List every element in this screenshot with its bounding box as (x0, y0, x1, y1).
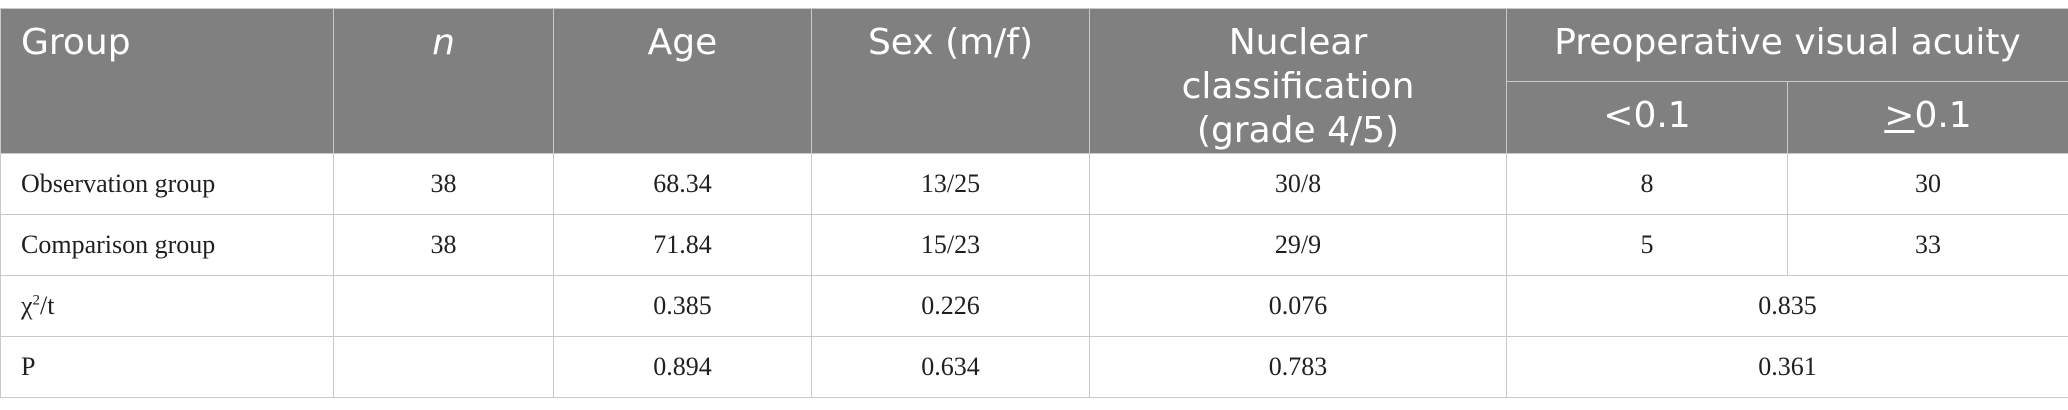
stat-chi-tail: /t (40, 291, 55, 320)
header-nuclear-line2: (grade 4/5) (1196, 110, 1400, 151)
stat-label-p: P (0, 336, 334, 398)
stat-chi-base: χ (21, 291, 33, 320)
header-va-low: <0.1 (1506, 80, 1788, 154)
row-va-high: 33 (1787, 214, 2068, 276)
row-va-high: 30 (1787, 153, 2068, 215)
table-header: Group n Age Sex (m/f) Nuclear classifica… (0, 8, 2068, 154)
stat-nuclear: 0.076 (1089, 275, 1507, 337)
header-sex: Sex (m/f) (811, 8, 1090, 154)
header-nuclear-line1: Nuclear classification (1181, 22, 1415, 107)
row-n: 38 (333, 214, 554, 276)
row-age: 68.34 (553, 153, 812, 215)
row-va-low: 5 (1506, 214, 1788, 276)
stat-sex: 0.634 (811, 336, 1090, 398)
stat-age: 0.385 (553, 275, 812, 337)
header-group: Group (0, 8, 334, 154)
stat-sex: 0.226 (811, 275, 1090, 337)
data-table-container: Group n Age Sex (m/f) Nuclear classifica… (0, 8, 2068, 398)
header-n: n (333, 8, 554, 154)
stat-chi-sup: 2 (32, 292, 41, 309)
row-group-label: Comparison group (0, 214, 334, 276)
row-nuclear: 29/9 (1089, 214, 1507, 276)
stat-visual-acuity: 0.361 (1506, 336, 2068, 398)
header-nuclear-classification: Nuclear classification (grade 4/5) (1089, 8, 1507, 154)
stat-visual-acuity: 0.835 (1506, 275, 2068, 337)
baseline-characteristics-table: Group n Age Sex (m/f) Nuclear classifica… (0, 8, 2068, 398)
stat-nuclear: 0.783 (1089, 336, 1507, 398)
table-row-observation: Observation group 38 68.34 13/25 30/8 8 … (0, 153, 2068, 215)
row-sex: 13/25 (811, 153, 1090, 215)
row-group-label: Observation group (0, 153, 334, 215)
table-row-chi-square: χ2/t 0.385 0.226 0.076 0.835 (0, 275, 2068, 337)
header-va-high-value: 0.1 (1914, 94, 1972, 136)
row-age: 71.84 (553, 214, 812, 276)
header-row-2: <0.1 >0.1 (1, 80, 2068, 154)
stat-n (333, 275, 554, 337)
stat-age: 0.894 (553, 336, 812, 398)
header-visual-acuity: Preoperative visual acuity (1506, 8, 2068, 82)
row-va-low: 8 (1506, 153, 1788, 215)
stat-n (333, 336, 554, 398)
header-va-high-symbol: > (1884, 94, 1915, 136)
row-nuclear: 30/8 (1089, 153, 1507, 215)
header-age: Age (553, 8, 812, 154)
stat-label-chi: χ2/t (0, 275, 334, 337)
table-body: Observation group 38 68.34 13/25 30/8 8 … (0, 153, 2068, 398)
header-row-1: Group n Age Sex (m/f) Nuclear classifica… (0, 8, 2068, 154)
table-row-comparison: Comparison group 38 71.84 15/23 29/9 5 3… (0, 214, 2068, 276)
row-n: 38 (333, 153, 554, 215)
table-row-p-value: P 0.894 0.634 0.783 0.361 (0, 336, 2068, 398)
header-va-high: >0.1 (1787, 80, 2068, 154)
row-sex: 15/23 (811, 214, 1090, 276)
